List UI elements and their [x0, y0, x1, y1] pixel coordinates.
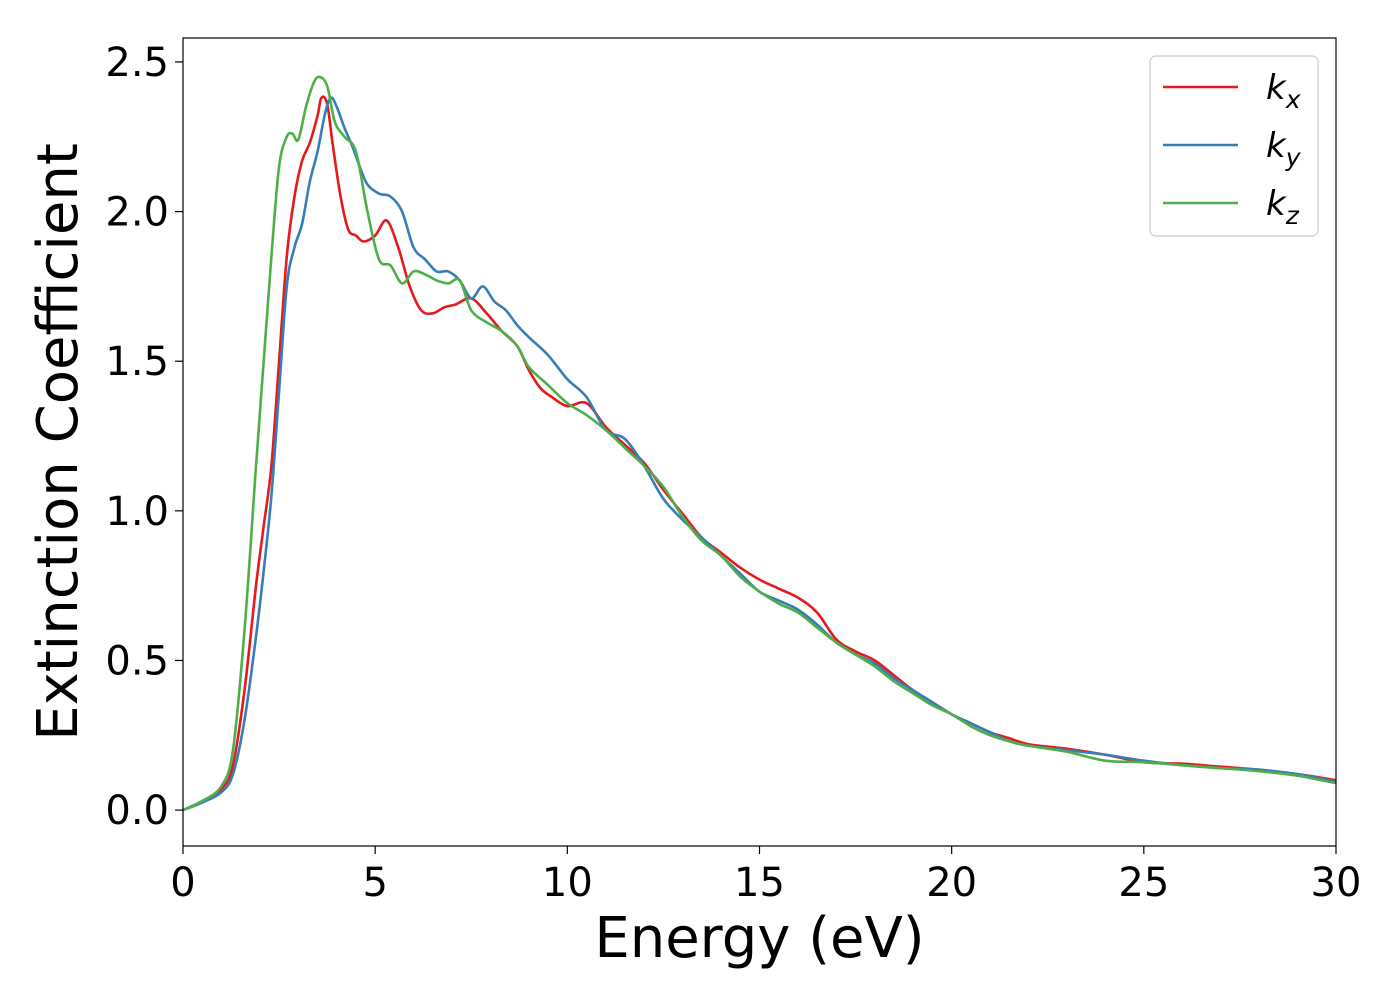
y-tick-label: 1.0 [105, 489, 169, 535]
x-tick-label: 0 [170, 860, 195, 906]
series-layer [182, 75, 1337, 812]
y-tick-label: 2.5 [105, 40, 169, 86]
y-tick-label: 0.5 [105, 638, 169, 684]
x-tick-label: 5 [362, 860, 387, 906]
legend-label-ky: ky [1266, 126, 1302, 172]
y-tick-label: 0.0 [105, 788, 169, 834]
x-tick-label: 10 [542, 860, 593, 906]
x-tick-label: 25 [1118, 860, 1169, 906]
y-axis: 0.0 0.5 1.0 1.5 2.0 2.5 [105, 40, 183, 834]
y-tick-label: 2.0 [105, 190, 169, 236]
x-tick-label: 15 [734, 860, 785, 906]
y-axis-label: Extinction Coefficient [26, 143, 91, 741]
x-tick-label: 30 [1311, 860, 1362, 906]
plot-area [183, 38, 1336, 846]
series-line-kz [182, 75, 1337, 812]
legend-label-kz: kz [1266, 184, 1300, 230]
legend: kx ky kz [1149, 55, 1319, 237]
x-tick-label: 20 [926, 860, 977, 906]
y-tick-label: 1.5 [105, 339, 169, 385]
x-axis: 0 5 10 15 20 25 30 [170, 846, 1361, 906]
legend-label-kx: kx [1266, 68, 1301, 114]
x-axis-label: Energy (eV) [594, 906, 924, 971]
